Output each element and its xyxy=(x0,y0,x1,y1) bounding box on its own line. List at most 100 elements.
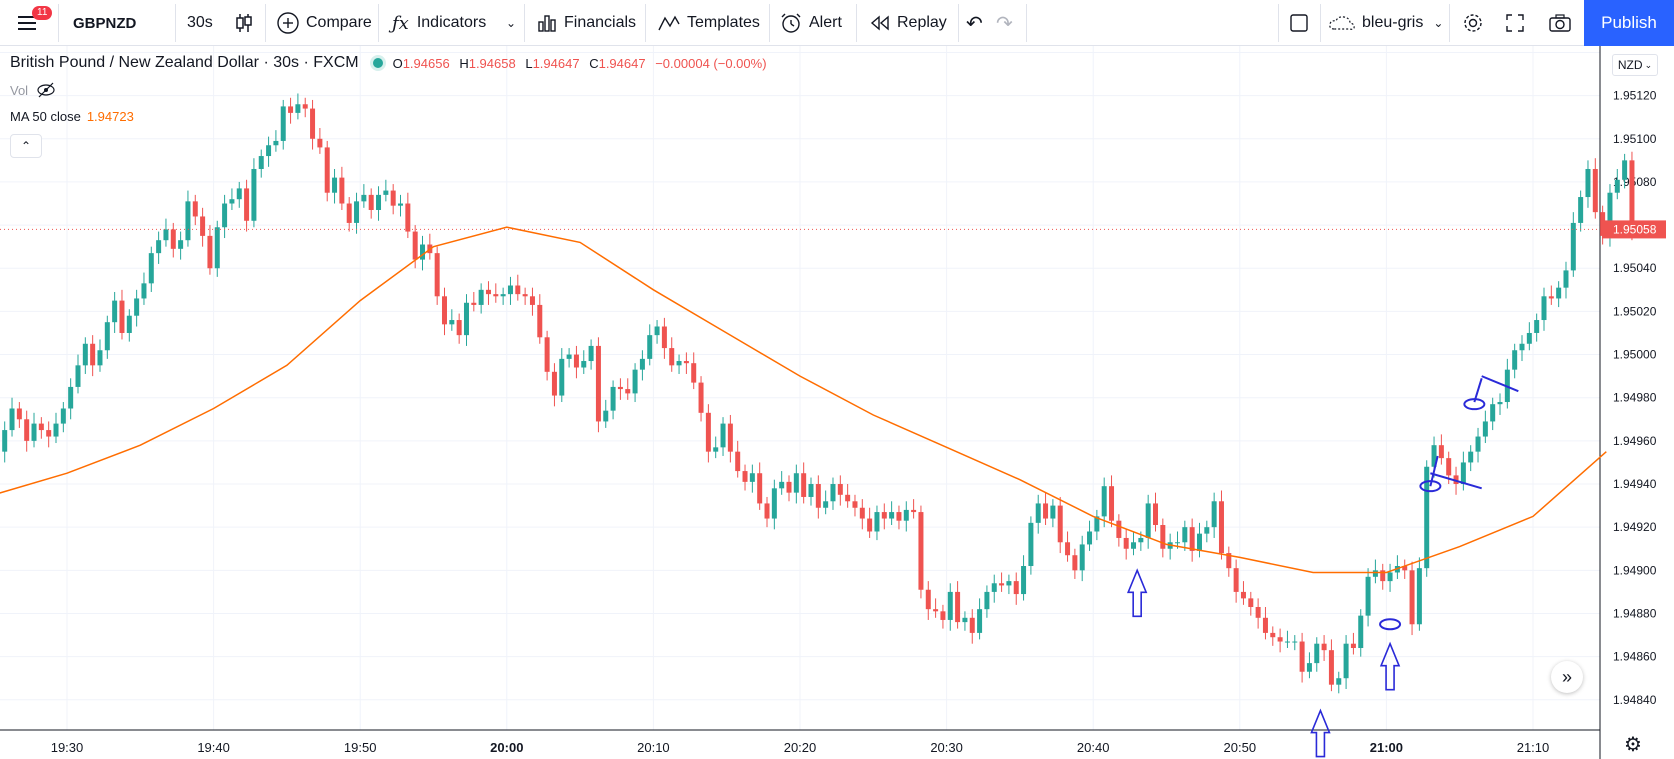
candle-body xyxy=(1548,296,1554,299)
candle-body xyxy=(273,140,279,146)
symbol-title[interactable]: British Pound / New Zealand Dollar · 30s… xyxy=(10,54,359,71)
candle-body xyxy=(1021,566,1027,595)
candle-body xyxy=(749,473,755,482)
candle-body xyxy=(1057,505,1063,543)
indicators-button[interactable]: ƒx Indicators xyxy=(392,0,486,46)
candle-body xyxy=(1372,570,1378,577)
price-chart[interactable]: 1.951201.951001.950801.950601.950401.950… xyxy=(0,46,1674,759)
candle-body xyxy=(383,190,389,195)
candle-body xyxy=(940,611,946,620)
x-tick-label: 20:40 xyxy=(1077,740,1110,755)
fullscreen-icon xyxy=(1506,14,1524,32)
candle-body xyxy=(2,430,8,452)
candle-body xyxy=(134,298,140,316)
candle-body xyxy=(1380,570,1386,582)
templates-button[interactable]: Templates xyxy=(657,0,760,46)
alert-button[interactable]: Alert xyxy=(779,0,842,46)
current-price-label: 1.95058 xyxy=(1613,222,1657,236)
redo-button[interactable]: ↷ xyxy=(996,0,1013,46)
financials-button[interactable]: Financials xyxy=(536,0,636,46)
arrow-up-annotation xyxy=(1310,708,1331,758)
candle-body xyxy=(361,194,367,202)
candle-body xyxy=(207,235,213,269)
candle-body xyxy=(1204,527,1210,534)
snapshot-button[interactable] xyxy=(1548,0,1572,46)
market-status-icon[interactable] xyxy=(372,58,383,68)
candle-body xyxy=(1482,421,1488,437)
candle-body xyxy=(38,423,44,431)
open-label: O xyxy=(392,55,403,71)
scroll-to-realtime-button[interactable]: » xyxy=(1551,661,1583,693)
chevron-up-icon: ⌃ xyxy=(20,139,32,153)
candle-body xyxy=(1035,503,1041,523)
volume-legend[interactable]: Vol xyxy=(10,82,56,98)
cloud-icon xyxy=(1329,16,1355,30)
candle-body xyxy=(603,410,609,422)
publish-button[interactable]: Publish xyxy=(1584,0,1674,46)
arrow-up-annotation xyxy=(1126,568,1148,618)
candle-body xyxy=(16,408,22,420)
candle-body xyxy=(1402,566,1408,571)
candle-body xyxy=(852,501,858,508)
candle-body xyxy=(310,108,316,139)
candle-body xyxy=(471,302,477,305)
layout-toggle-button[interactable] xyxy=(1288,0,1310,46)
candle-body xyxy=(332,177,338,193)
replay-button[interactable]: Replay xyxy=(869,0,947,46)
candle-body xyxy=(222,203,228,228)
candle-body xyxy=(881,512,887,519)
chart-type-button[interactable] xyxy=(234,0,254,46)
candle-body xyxy=(258,156,264,169)
ma-legend[interactable]: MA 50 close 1.94723 xyxy=(10,109,134,124)
notification-badge[interactable]: 11 xyxy=(32,6,53,20)
y-tick-label: 1.94920 xyxy=(1613,520,1657,534)
candle-body xyxy=(1211,501,1217,528)
candle-body xyxy=(720,423,726,448)
candle-body xyxy=(31,423,37,441)
candle-body xyxy=(617,386,623,390)
candle-body xyxy=(742,471,748,482)
candle-body xyxy=(1145,503,1151,538)
fullscreen-button[interactable] xyxy=(1504,0,1526,46)
settings-button[interactable] xyxy=(1461,0,1485,46)
candle-body xyxy=(1409,570,1415,625)
candle-body xyxy=(1233,568,1239,592)
y-tick-label: 1.94960 xyxy=(1613,434,1657,448)
candle-body xyxy=(808,484,814,497)
rewind-icon xyxy=(870,15,889,31)
candle-body xyxy=(559,358,565,396)
camera-icon xyxy=(1549,14,1571,32)
candle-body xyxy=(251,168,257,221)
candle-body xyxy=(354,201,360,223)
candle-body xyxy=(82,343,88,366)
symbol-search-button[interactable]: GBPNZD xyxy=(73,14,137,32)
interval-button[interactable]: 30s xyxy=(187,14,213,31)
replay-label: Replay xyxy=(897,14,947,31)
layout-select[interactable]: bleu-gris ⌄ xyxy=(1328,0,1443,46)
candle-body xyxy=(757,473,763,504)
trendline-annotation xyxy=(1481,375,1519,393)
compare-button[interactable]: Compare xyxy=(276,0,372,46)
segment-annotation xyxy=(1429,455,1439,487)
candle-body xyxy=(97,350,103,366)
high-label: H xyxy=(459,55,469,71)
divider xyxy=(769,4,770,42)
candle-body xyxy=(544,337,550,372)
axis-settings-button[interactable]: ⚙ xyxy=(1624,732,1642,757)
collapse-legend-button[interactable]: ⌃ xyxy=(10,134,42,158)
indicators-dropdown-chevron-icon[interactable]: ⌄ xyxy=(506,16,517,30)
menu-button[interactable] xyxy=(16,0,40,46)
candle-body xyxy=(1226,553,1232,569)
eye-hidden-icon[interactable] xyxy=(36,82,56,98)
candle-body xyxy=(771,488,777,519)
candle-body xyxy=(500,294,506,297)
candle-body xyxy=(163,229,169,241)
currency-select[interactable]: NZD ⌄ xyxy=(1612,54,1658,76)
candle-body xyxy=(537,304,543,338)
candle-body xyxy=(104,322,110,351)
close-label: C xyxy=(589,55,599,71)
divider xyxy=(1320,4,1321,42)
candle-body xyxy=(75,365,81,387)
candle-body xyxy=(398,203,404,206)
undo-button[interactable]: ↶ xyxy=(966,0,983,46)
